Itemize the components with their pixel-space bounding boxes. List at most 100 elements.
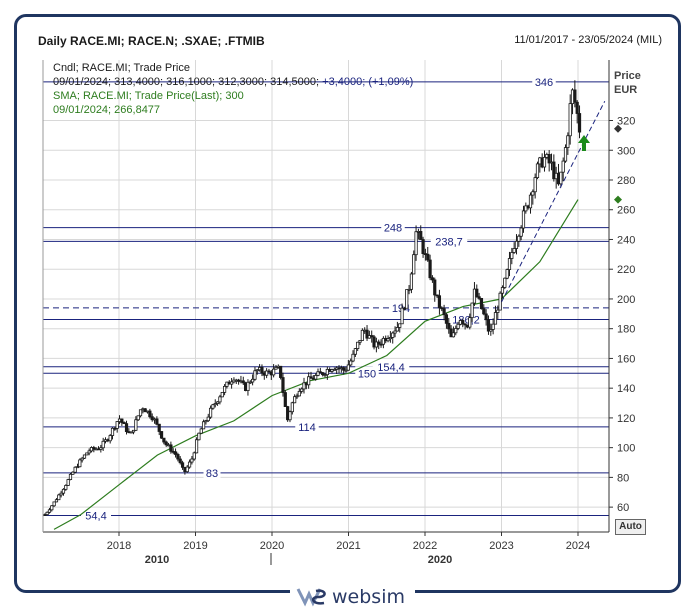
candle-body	[143, 408, 147, 413]
candle-body	[566, 135, 570, 148]
candle-body	[444, 314, 449, 324]
level-label: 150	[358, 368, 376, 380]
candle-body	[82, 454, 87, 459]
candle-body	[500, 287, 505, 294]
candle-body	[124, 423, 129, 433]
websim-logo-icon	[296, 588, 326, 607]
y-tick-label: 240	[617, 234, 635, 246]
level-label-bg	[381, 220, 405, 233]
candle-body	[559, 171, 563, 185]
candle-body	[66, 479, 70, 486]
candle-body	[190, 458, 194, 463]
level-label-bg	[430, 234, 468, 247]
candle-body	[346, 364, 350, 371]
level-label: 114	[298, 422, 316, 434]
candle-body	[248, 381, 252, 384]
candle-body	[573, 89, 577, 103]
x-tick-label: 2020	[260, 540, 284, 552]
candle-body	[211, 404, 215, 409]
candle-body	[300, 388, 304, 392]
candle-body	[477, 296, 481, 299]
candle-body	[136, 415, 140, 421]
candle-body	[274, 366, 278, 370]
candle-body	[204, 420, 208, 423]
date-range: 11/01/2017 - 23/05/2024 (MIL)	[514, 34, 662, 46]
candle-body	[255, 369, 259, 372]
candle-body	[412, 254, 416, 275]
candle-body	[426, 253, 430, 261]
candle-body	[218, 396, 222, 403]
candle-body	[456, 323, 460, 329]
candle-body	[297, 390, 301, 397]
candle-body	[461, 320, 465, 325]
candle-body	[113, 427, 117, 430]
candle-body	[552, 161, 556, 180]
candle-body	[101, 440, 105, 449]
candle-body	[575, 101, 579, 114]
candle-body	[493, 312, 498, 325]
candle-body	[360, 329, 364, 341]
level-label: 248	[384, 223, 402, 235]
candle-body	[388, 337, 392, 340]
auto-scale-button[interactable]: Auto	[615, 519, 646, 535]
candle-body	[395, 327, 399, 332]
candle-body	[47, 509, 52, 513]
candle-body	[43, 514, 47, 516]
trendline	[501, 100, 606, 303]
candle-body	[577, 113, 582, 133]
candle-body	[479, 298, 484, 310]
candle-body	[414, 231, 418, 256]
candle-body	[475, 288, 479, 298]
candle-body	[463, 323, 467, 326]
level-label: 238,7	[435, 236, 463, 248]
candle-body	[314, 375, 318, 380]
level-label-bg	[295, 419, 319, 432]
legend-change: +3,4000; (+1,09%)	[322, 76, 414, 88]
y-tick-label: 60	[617, 502, 629, 514]
candle-body	[563, 147, 568, 162]
candle-body	[260, 367, 264, 374]
candle-body	[173, 451, 178, 455]
candle-body	[440, 307, 444, 310]
candle-body	[169, 444, 173, 452]
candle-body	[405, 289, 409, 309]
candle-body	[531, 191, 535, 196]
candle-body	[192, 452, 196, 460]
level-label-bg	[81, 508, 111, 521]
candle-body	[351, 353, 355, 362]
candle-body	[491, 323, 495, 330]
legend-ohlc: 09/01/2024; 313,4000; 316,1000; 312,3000…	[53, 76, 413, 88]
candle-body	[68, 473, 73, 480]
candle-body	[468, 317, 472, 328]
candle-body	[356, 341, 360, 349]
candle-body	[251, 378, 255, 383]
candle-body	[332, 369, 336, 371]
candle-body	[442, 308, 446, 316]
candle-body	[524, 205, 528, 212]
last-price-marker	[614, 124, 622, 133]
candle-body	[155, 418, 159, 425]
candle-body	[272, 368, 276, 376]
candle-body	[108, 435, 112, 442]
candle-body	[241, 380, 245, 384]
candle-body	[134, 419, 138, 431]
candle-body	[407, 288, 411, 291]
candle-body	[528, 194, 533, 209]
price-label: Price	[614, 70, 641, 82]
candle-body	[99, 447, 103, 450]
currency-label: EUR	[614, 84, 638, 96]
candle-body	[316, 371, 320, 376]
trendline	[501, 100, 606, 303]
candle-body	[220, 391, 224, 398]
legend-candle: Cndl; RACE.MI; Trade Price	[53, 62, 190, 74]
candle-body	[61, 488, 66, 494]
candle-body	[295, 395, 299, 398]
candle-body	[215, 401, 220, 404]
level-label: 346	[535, 77, 553, 89]
y-axis-unit: Price EUR	[614, 69, 641, 97]
candle-body	[45, 511, 49, 515]
candle-body	[180, 462, 185, 468]
y-tick-label: 120	[617, 413, 635, 425]
candle-body	[281, 377, 285, 393]
